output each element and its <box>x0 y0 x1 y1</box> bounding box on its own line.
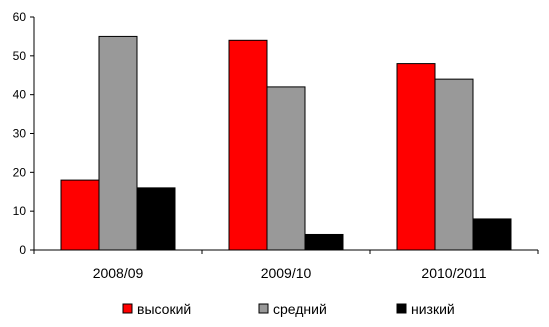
legend-swatch <box>258 303 269 314</box>
x-tick-label: 2009/10 <box>261 265 312 281</box>
bar-low-0 <box>136 187 176 251</box>
bar-high-2 <box>396 63 436 251</box>
y-tick-label: 60 <box>13 10 27 24</box>
y-tick-label: 20 <box>13 165 27 179</box>
y-tick-label: 40 <box>13 88 27 102</box>
chart-bars <box>60 35 512 251</box>
x-tick-label: 2008/09 <box>93 265 144 281</box>
bar-low-1 <box>304 233 344 251</box>
legend-swatch <box>122 303 133 314</box>
y-tick-label: 10 <box>13 204 27 218</box>
legend: высокий средний низкий <box>122 301 455 317</box>
y-axis-ticks: 0 10 20 30 40 50 60 <box>13 10 34 257</box>
x-axis-ticks: 2008/09 2009/10 2010/2011 <box>33 250 539 281</box>
bar-medium-2 <box>434 78 474 251</box>
bar-high-1 <box>228 39 268 251</box>
bar-medium-1 <box>266 86 306 251</box>
chart-axes <box>33 17 538 251</box>
y-tick-label: 50 <box>13 49 27 63</box>
x-tick-label: 2010/2011 <box>421 265 486 281</box>
bar-high-0 <box>60 179 100 251</box>
legend-label: низкий <box>411 301 455 317</box>
legend-swatch <box>396 303 407 314</box>
legend-label: высокий <box>137 301 191 317</box>
y-tick-label: 0 <box>19 243 26 257</box>
legend-label: средний <box>273 301 327 317</box>
bar-medium-0 <box>98 35 138 251</box>
y-tick-label: 30 <box>13 127 27 141</box>
bar-low-2 <box>472 218 512 251</box>
